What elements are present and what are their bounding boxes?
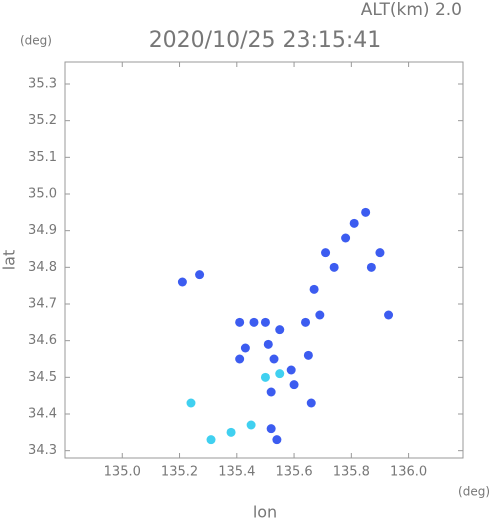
echo bbox=[366, 262, 376, 272]
echo bbox=[361, 207, 371, 217]
echo bbox=[260, 372, 270, 382]
x-tick-label: 135.0 bbox=[104, 465, 141, 480]
echo bbox=[306, 398, 316, 408]
echo bbox=[309, 284, 319, 294]
y-tick-label: 35.3 bbox=[28, 77, 57, 92]
x-tick-label: 135.6 bbox=[275, 465, 312, 480]
plot-frame bbox=[64, 61, 464, 459]
echo bbox=[260, 317, 270, 327]
echo bbox=[275, 325, 285, 335]
y-tick-label: 34.9 bbox=[28, 223, 57, 238]
y-tick-label: 34.5 bbox=[28, 370, 57, 385]
echo bbox=[266, 387, 276, 397]
y-tick-label: 34.4 bbox=[28, 407, 57, 422]
x-axis-label: lon bbox=[253, 503, 277, 521]
echo bbox=[286, 365, 296, 375]
echo bbox=[321, 248, 331, 258]
y-tick-label: 34.7 bbox=[28, 297, 57, 312]
echo bbox=[269, 354, 279, 364]
chart-title: 2020/10/25 23:15:41 bbox=[149, 28, 382, 53]
echo bbox=[195, 270, 205, 280]
x-tick-label: 135.8 bbox=[333, 465, 370, 480]
echo bbox=[226, 427, 236, 437]
echo bbox=[272, 435, 282, 445]
altitude-label: ALT(km) 2.0 bbox=[361, 0, 462, 20]
echo bbox=[263, 339, 273, 349]
y-tick-label: 35.2 bbox=[28, 113, 57, 128]
x-tick-label: 136.0 bbox=[390, 465, 427, 480]
echo bbox=[240, 343, 250, 353]
echo bbox=[303, 350, 313, 360]
y-tick-label: 34.8 bbox=[28, 260, 57, 275]
echo bbox=[206, 435, 216, 445]
y-tick-label: 34.6 bbox=[28, 333, 57, 348]
echo bbox=[289, 380, 299, 390]
y-tick-label: 35.1 bbox=[28, 150, 57, 165]
echo bbox=[301, 317, 311, 327]
echo bbox=[186, 398, 196, 408]
echo bbox=[275, 369, 285, 379]
echo bbox=[329, 262, 339, 272]
y-tick-label: 34.3 bbox=[28, 443, 57, 458]
echo bbox=[177, 277, 187, 287]
x-unit: (deg) bbox=[458, 485, 490, 499]
y-tick-label: 35.0 bbox=[28, 187, 57, 202]
echo bbox=[266, 424, 276, 434]
echo bbox=[384, 310, 394, 320]
echo bbox=[375, 248, 385, 258]
echo bbox=[315, 310, 325, 320]
echo bbox=[235, 317, 245, 327]
y-unit: (deg) bbox=[20, 34, 52, 48]
echo bbox=[235, 354, 245, 364]
x-tick-label: 135.4 bbox=[218, 465, 255, 480]
echo bbox=[349, 218, 359, 228]
echo bbox=[249, 317, 259, 327]
echo bbox=[341, 233, 351, 243]
echo bbox=[246, 420, 256, 430]
x-tick-label: 135.2 bbox=[161, 465, 198, 480]
y-axis-label: lat bbox=[0, 250, 19, 271]
